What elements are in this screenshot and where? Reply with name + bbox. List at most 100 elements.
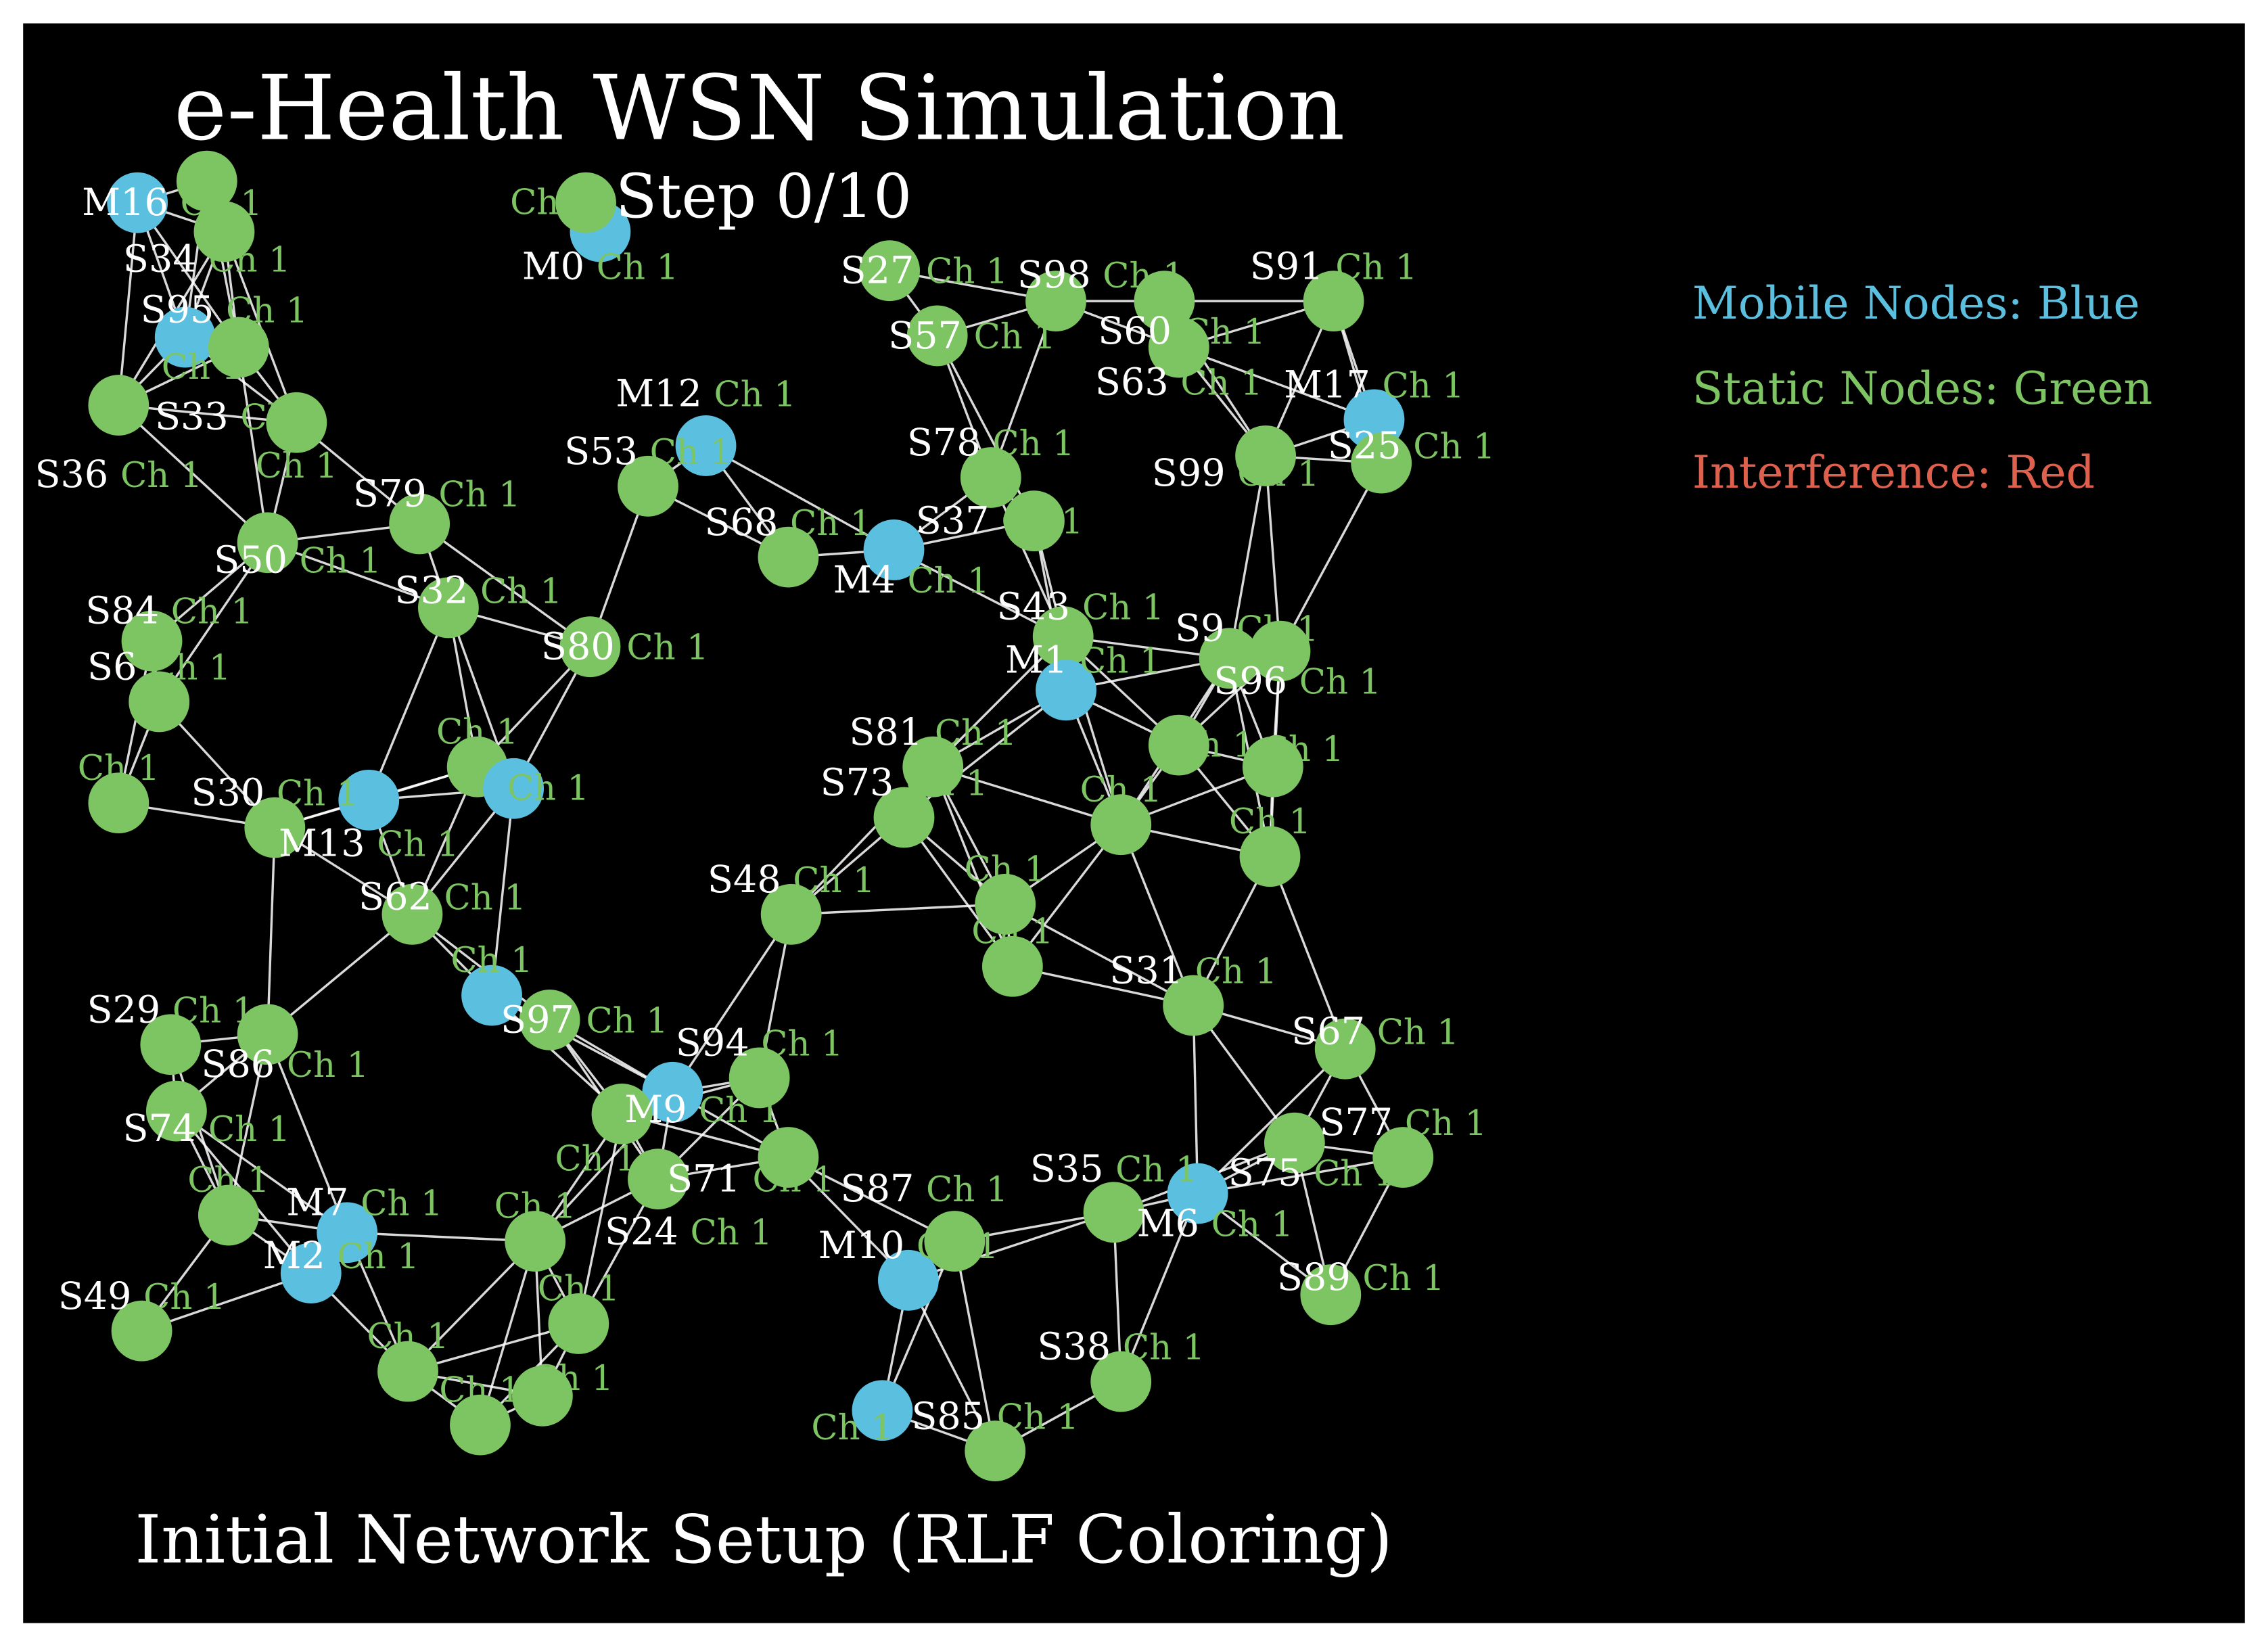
static-node[interactable]: [981, 935, 1043, 997]
static-node[interactable]: [140, 1014, 202, 1075]
channel-label: Ch 1: [1184, 312, 1266, 352]
static-node[interactable]: [1090, 1351, 1152, 1412]
static-node[interactable]: [1300, 1264, 1362, 1326]
mobile-node[interactable]: [878, 1249, 939, 1311]
node-label: S43: [997, 584, 1082, 628]
static-node[interactable]: [208, 317, 269, 378]
static-node[interactable]: [121, 610, 183, 672]
mobile-node[interactable]: [852, 1380, 913, 1441]
static-node[interactable]: [417, 577, 479, 639]
static-node[interactable]: [1303, 271, 1364, 332]
channel-label: Ch 1: [277, 774, 358, 814]
static-node[interactable]: [1090, 794, 1152, 856]
node-label: S33: [155, 395, 240, 439]
static-node[interactable]: [873, 787, 935, 848]
static-node[interactable]: [975, 873, 1036, 935]
static-node[interactable]: [618, 455, 678, 517]
static-node[interactable]: [511, 1365, 573, 1427]
static-node[interactable]: [1239, 826, 1301, 887]
edge: [1228, 455, 1267, 659]
node-annotation: S80 Ch 1: [541, 625, 709, 669]
mobile-node[interactable]: [675, 415, 737, 476]
static-node[interactable]: [1032, 606, 1094, 668]
static-node[interactable]: [902, 736, 964, 797]
node-annotation: S78 Ch 1: [907, 421, 1075, 465]
channel-label: Ch 1: [494, 1186, 576, 1227]
static-node[interactable]: [1148, 317, 1209, 378]
mobile-node[interactable]: [483, 758, 545, 819]
static-node[interactable]: [176, 150, 237, 212]
static-node[interactable]: [1004, 490, 1065, 552]
node-annotation: Ch 1: [450, 940, 532, 981]
edge: [1004, 903, 1194, 1007]
static-node[interactable]: [88, 375, 149, 436]
static-node[interactable]: [960, 447, 1021, 508]
static-node[interactable]: [1249, 620, 1311, 682]
static-node[interactable]: [111, 1300, 172, 1362]
static-node[interactable]: [381, 883, 443, 945]
channel-label: Ch 1: [1172, 725, 1254, 766]
static-node[interactable]: [129, 671, 190, 733]
node-annotation: Ch 1: [538, 1269, 620, 1310]
node-label: S24: [605, 1209, 690, 1253]
static-node[interactable]: [758, 1127, 819, 1188]
static-node[interactable]: [859, 240, 921, 302]
static-node[interactable]: [1264, 1112, 1325, 1174]
mobile-node[interactable]: [338, 769, 400, 831]
static-node[interactable]: [389, 493, 450, 555]
edge: [1192, 1005, 1199, 1194]
mobile-node[interactable]: [107, 172, 168, 233]
static-node[interactable]: [519, 989, 580, 1050]
mobile-node[interactable]: [642, 1061, 703, 1123]
static-node[interactable]: [505, 1211, 566, 1272]
static-node[interactable]: [548, 1293, 609, 1354]
node-annotation: S98 Ch 1: [1017, 253, 1185, 297]
static-node[interactable]: [758, 526, 819, 588]
static-node[interactable]: [244, 797, 306, 858]
static-node[interactable]: [237, 512, 298, 574]
static-node[interactable]: [628, 1149, 689, 1210]
static-node[interactable]: [1163, 975, 1224, 1036]
node-annotation: Ch 1: [965, 849, 1046, 889]
mobile-node[interactable]: [154, 306, 216, 368]
static-node[interactable]: [555, 172, 616, 233]
node-label: S38: [1037, 1325, 1122, 1369]
static-node[interactable]: [237, 1004, 298, 1065]
static-node[interactable]: [1351, 432, 1412, 494]
node-label: S74: [122, 1107, 208, 1151]
static-node[interactable]: [88, 772, 149, 834]
static-node[interactable]: [1235, 425, 1296, 486]
static-node[interactable]: [198, 1184, 259, 1246]
static-node[interactable]: [450, 1394, 511, 1456]
static-node[interactable]: [1025, 271, 1086, 332]
static-node[interactable]: [906, 305, 968, 367]
static-node[interactable]: [924, 1211, 986, 1272]
static-node[interactable]: [1372, 1127, 1434, 1188]
static-node[interactable]: [1314, 1018, 1376, 1080]
static-node[interactable]: [145, 1080, 207, 1142]
mobile-node[interactable]: [1036, 659, 1096, 721]
static-node[interactable]: [266, 392, 327, 453]
static-node[interactable]: [591, 1083, 653, 1144]
static-node[interactable]: [728, 1047, 790, 1109]
static-node[interactable]: [1148, 714, 1209, 776]
static-node[interactable]: [1134, 271, 1195, 332]
mobile-node[interactable]: [863, 519, 925, 580]
node-annotation: S74 Ch 1: [122, 1107, 290, 1151]
mobile-node[interactable]: [317, 1202, 378, 1264]
node-annotation: Ch 1: [367, 1316, 448, 1357]
static-node[interactable]: [760, 883, 822, 945]
node-annotation: S50 Ch 1: [214, 538, 381, 582]
node-annotation: M4 Ch 1: [833, 558, 990, 602]
static-node[interactable]: [193, 201, 255, 262]
static-node[interactable]: [1242, 736, 1303, 797]
static-node[interactable]: [1199, 628, 1260, 689]
mobile-node[interactable]: [461, 965, 522, 1026]
static-node[interactable]: [965, 1420, 1026, 1482]
static-node[interactable]: [1083, 1182, 1144, 1243]
node-label: S31: [1109, 949, 1195, 993]
mobile-node[interactable]: [1167, 1163, 1228, 1224]
mobile-node[interactable]: [280, 1243, 342, 1304]
static-node[interactable]: [377, 1341, 438, 1402]
static-node[interactable]: [559, 616, 621, 678]
